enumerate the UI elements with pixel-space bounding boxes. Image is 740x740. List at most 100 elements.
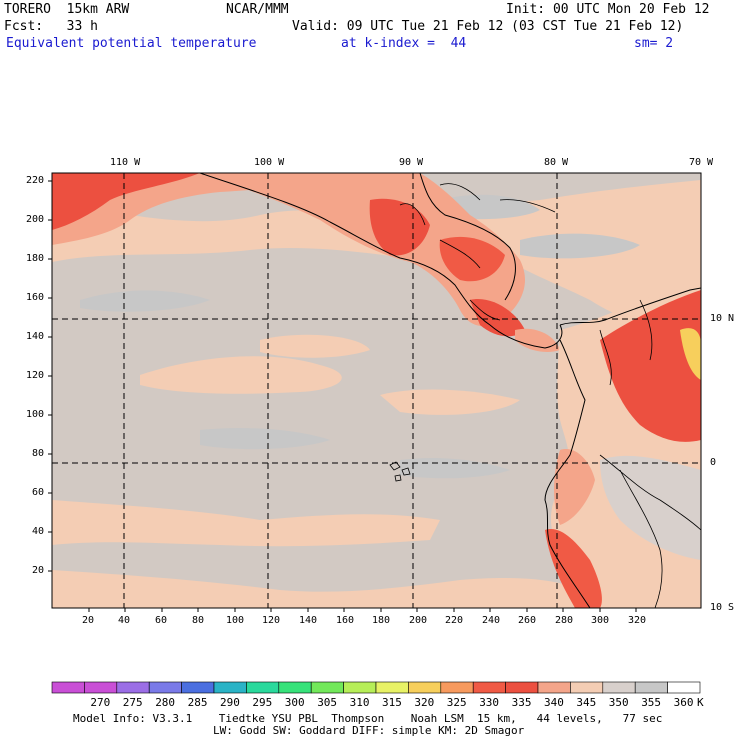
land-mexico-central-america bbox=[200, 173, 525, 327]
colorbar-cell bbox=[634, 681, 668, 694]
field-name: Equivalent potential temperature bbox=[6, 36, 257, 51]
hot-patch-guatemala bbox=[369, 198, 430, 256]
gray-patch bbox=[80, 290, 210, 312]
warm-patch-panama bbox=[515, 328, 560, 352]
colorbar-cell bbox=[440, 681, 474, 694]
colorbar-label: 350 bbox=[608, 696, 629, 709]
x-tick: 60 bbox=[155, 615, 168, 626]
lat-label-0: 0 bbox=[710, 457, 717, 468]
warm-patch-ecuador bbox=[554, 449, 595, 525]
peak-patch-venezuela bbox=[680, 328, 701, 380]
coastline-caribbean bbox=[419, 173, 516, 301]
frame-ticks bbox=[48, 180, 637, 612]
colorbar-cell bbox=[116, 681, 150, 694]
peach-patch bbox=[380, 389, 520, 415]
colorbar-cell bbox=[375, 681, 409, 694]
y-tick: 60 bbox=[32, 487, 45, 498]
y-tick: 80 bbox=[32, 448, 45, 459]
colorbar-label: 300 bbox=[284, 696, 305, 709]
colorbar-cell bbox=[181, 681, 215, 694]
gray-patch bbox=[200, 428, 330, 450]
level-label: at k-index = 44 bbox=[341, 36, 467, 51]
coastline-south-america-pacific bbox=[544, 339, 591, 608]
country-borders-south-america bbox=[599, 299, 701, 608]
colorbar-label: 275 bbox=[122, 696, 143, 709]
forecast-hour: Fcst: 33 h bbox=[4, 19, 98, 34]
x-tick: 220 bbox=[445, 615, 464, 626]
x-tick: 240 bbox=[482, 615, 501, 626]
colorbar-label: 320 bbox=[414, 696, 435, 709]
colorbar-cell bbox=[246, 681, 280, 694]
y-tick: 160 bbox=[26, 292, 45, 303]
y-tick: 20 bbox=[32, 565, 45, 576]
graticule bbox=[52, 173, 701, 608]
x-tick: 280 bbox=[555, 615, 574, 626]
x-tick: 300 bbox=[591, 615, 610, 626]
smoothing-label: sm= 2 bbox=[634, 36, 674, 51]
model-info-line2: LW: Godd SW: Goddard DIFF: simple KM: 2D… bbox=[213, 724, 525, 737]
colorbar-label: 305 bbox=[317, 696, 338, 709]
colorbar-cell bbox=[505, 681, 539, 694]
x-tick: 120 bbox=[262, 615, 281, 626]
hot-region-colombia bbox=[600, 290, 701, 442]
lat-label-10s: 10 S bbox=[710, 602, 735, 613]
y-tick: 140 bbox=[26, 331, 45, 342]
coastline-pacific-central-america bbox=[199, 173, 563, 349]
x-tick: 180 bbox=[372, 615, 391, 626]
colorbar-label: 335 bbox=[511, 696, 532, 709]
lon-label-90w: 90 W bbox=[399, 157, 424, 168]
map-field bbox=[52, 173, 701, 608]
init-time: Init: 00 UTC Mon 20 Feb 12 bbox=[506, 2, 710, 17]
colorbar-cell bbox=[602, 681, 636, 694]
gray-region-amazon bbox=[600, 455, 701, 560]
x-tick: 260 bbox=[518, 615, 537, 626]
colorbar-cell bbox=[213, 681, 247, 694]
colorbar bbox=[51, 681, 701, 694]
peach-patch bbox=[140, 356, 342, 394]
colorbar-cell bbox=[343, 681, 377, 694]
colorbar-cell bbox=[310, 681, 344, 694]
y-tick: 120 bbox=[26, 370, 45, 381]
lon-label-110w: 110 W bbox=[110, 157, 141, 168]
colorbar-cell bbox=[667, 681, 701, 694]
x-tick: 80 bbox=[192, 615, 205, 626]
colorbar-label: 345 bbox=[576, 696, 597, 709]
colorbar-label: 325 bbox=[446, 696, 467, 709]
x-tick: 40 bbox=[118, 615, 131, 626]
colorbar-cell bbox=[148, 681, 182, 694]
x-tick: 100 bbox=[226, 615, 245, 626]
colorbar-label: 310 bbox=[349, 696, 370, 709]
colorbar-unit: K bbox=[697, 696, 704, 709]
colorbar-label: 360 bbox=[673, 696, 694, 709]
coastline-colombia-north bbox=[559, 287, 701, 326]
colorbar-cell bbox=[537, 681, 571, 694]
colorbar-label: 355 bbox=[641, 696, 662, 709]
peach-patch bbox=[260, 334, 370, 358]
colorbar-cell bbox=[51, 681, 85, 694]
x-tick: 200 bbox=[409, 615, 428, 626]
colorbar-label: 270 bbox=[90, 696, 111, 709]
gray-patch bbox=[520, 233, 640, 259]
colorbar-label: 330 bbox=[479, 696, 500, 709]
lon-label-70w: 70 W bbox=[689, 157, 714, 168]
hot-region-nw bbox=[52, 173, 200, 230]
colorbar-label: 285 bbox=[187, 696, 208, 709]
y-tick: 100 bbox=[26, 409, 45, 420]
valid-time: Valid: 09 UTC Tue 21 Feb 12 (03 CST Tue … bbox=[292, 19, 684, 34]
colorbar-cell bbox=[278, 681, 312, 694]
colorbar-cell bbox=[408, 681, 442, 694]
x-tick: 320 bbox=[628, 615, 647, 626]
lat-label-10n: 10 N bbox=[710, 313, 735, 324]
colorbar-label: 280 bbox=[155, 696, 176, 709]
colorbar-cell bbox=[472, 681, 506, 694]
y-tick: 200 bbox=[26, 214, 45, 225]
x-tick: 20 bbox=[82, 615, 95, 626]
map-frame bbox=[51, 172, 702, 609]
x-tick: 160 bbox=[336, 615, 355, 626]
peach-band bbox=[52, 500, 440, 547]
coastline-cuba bbox=[439, 183, 556, 213]
y-tick: 220 bbox=[26, 175, 45, 186]
y-tick: 40 bbox=[32, 526, 45, 537]
hot-strip-peru-coast bbox=[545, 529, 602, 608]
